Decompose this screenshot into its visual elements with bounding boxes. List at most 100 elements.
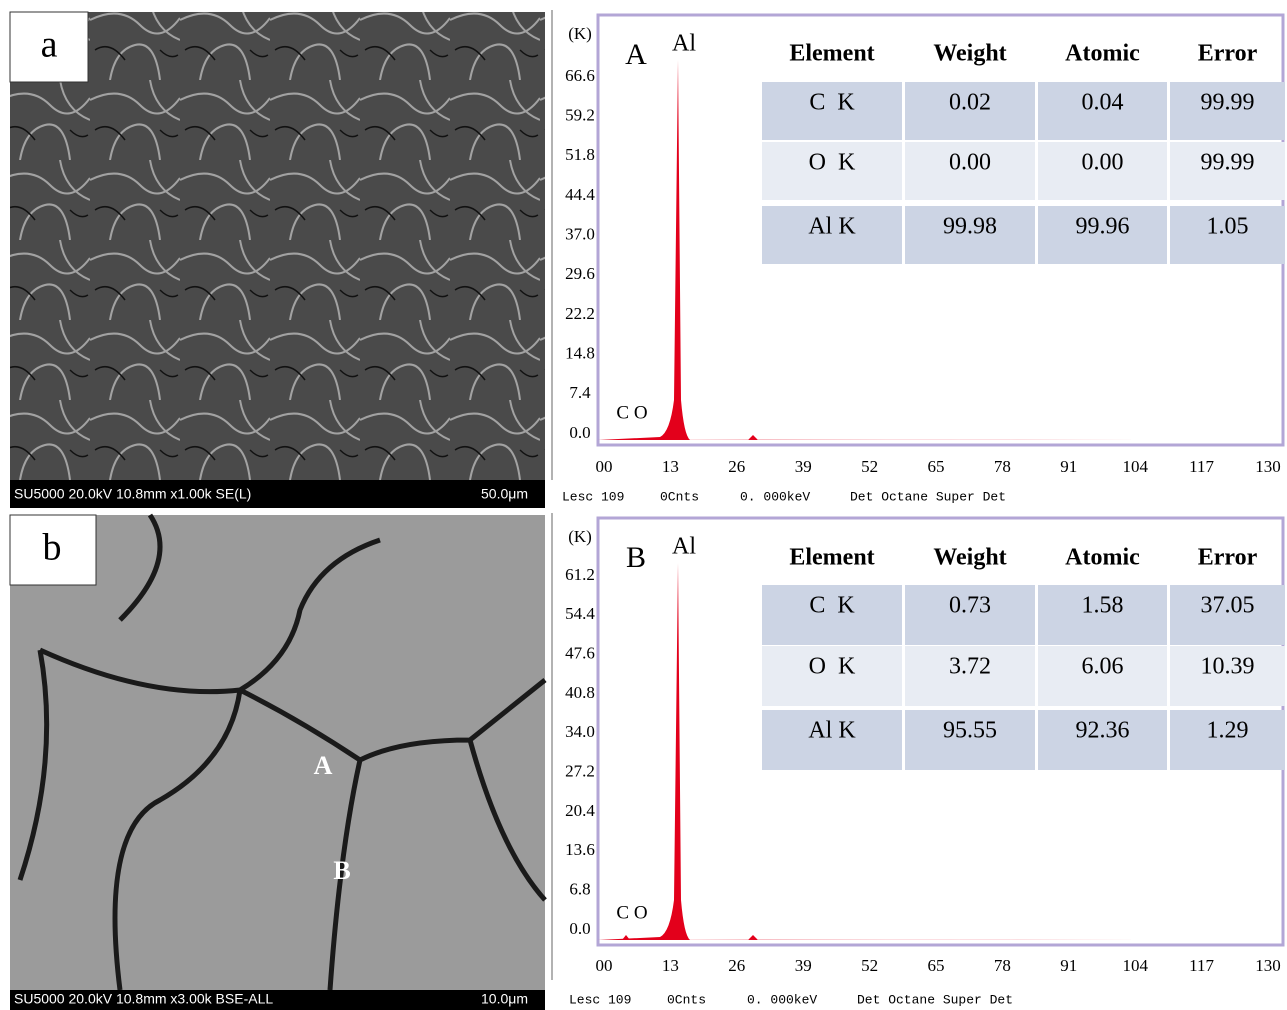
peak-label: Al [672,31,696,57]
y-tick-label: 54.4 [565,604,595,623]
table-header: Error [1198,545,1258,571]
y-tick-label: 44.4 [565,185,595,204]
figure: a SU5000 20.0kV 10.8mm x1.00k SE(L) 50.0… [0,0,1287,1010]
x-tick-label: 65 [928,956,945,975]
table-cell-text: 6.06 [1082,654,1124,680]
scale-label: 50.0μm [481,486,528,502]
x-tick-label: 13 [662,956,679,975]
peak-label: Al [672,534,696,560]
table-cell-text: 3.72 [949,654,991,680]
table-cell-text: 1.58 [1082,593,1124,619]
x-tick-label: 104 [1122,956,1148,975]
table-header: Element [789,545,874,571]
x-tick-label: 91 [1060,956,1077,975]
x-tick-label: 00 [596,457,613,476]
table-cell-text: 1.05 [1207,214,1249,240]
panel-label: a [41,24,58,66]
y-tick-label: 29.6 [565,264,595,283]
point-label: B [333,856,350,885]
y-tick-label: 13.6 [565,840,595,859]
spectrum-label: A [625,38,647,71]
table-header: Atomic [1065,545,1140,571]
spectrum-label: B [626,541,646,574]
footer-text: 0. 000keV [747,992,817,1007]
caption: SU5000 20.0kV 10.8mm x3.00k BSE-ALL [14,991,273,1007]
minor-peak-label: C O [616,402,647,423]
footer-text: 0Cnts [660,489,699,504]
x-tick-label: 52 [861,457,878,476]
y-tick-label: 37.0 [565,225,595,244]
y-tick-label: 6.8 [569,880,590,899]
footer-text: Lesc 109 [562,489,624,504]
y-tick-label: 34.0 [565,722,595,741]
table-cell-text: 0.02 [949,90,991,116]
footer-text: Det Octane Super Det [850,489,1006,504]
y-tick-label: 22.2 [565,304,595,323]
x-tick-label: 104 [1122,457,1148,476]
scale-label: 10.0μm [481,991,528,1007]
y-tick-label: 61.2 [565,565,595,584]
x-tick-label: 26 [728,457,745,476]
sem-image [10,515,545,990]
table-cell-text: 0.73 [949,593,991,619]
footer-text: Lesc 109 [569,992,631,1007]
table-cell-text: Al K [808,718,856,744]
table-cell-text: 0.00 [949,150,991,176]
table-cell-text: 1.29 [1207,718,1249,744]
table-cell-text: 99.96 [1076,214,1130,240]
table-cell-text: 99.98 [943,214,997,240]
table-cell-text: C K [809,593,855,619]
table-cell-text: Al K [808,214,856,240]
table-cell-text: 95.55 [943,718,997,744]
footer-text: 0Cnts [667,992,706,1007]
x-tick-label: 78 [994,956,1011,975]
table-header: Weight [933,545,1006,571]
x-tick-label: 78 [994,457,1011,476]
panel-label: b [43,527,62,569]
x-tick-label: 39 [795,956,812,975]
y-tick-label: 47.6 [565,644,595,663]
unit-label: (K) [568,24,592,43]
table-cell-text: 0.04 [1082,90,1124,116]
table-header: Atomic [1065,41,1140,67]
y-tick-label: 14.8 [565,344,595,363]
x-tick-label: 130 [1255,956,1281,975]
unit-label: (K) [568,527,592,546]
y-tick-label: 40.8 [565,683,595,702]
y-tick-label: 51.8 [565,145,595,164]
table-cell-text: C K [809,90,855,116]
table-cell-text: 37.05 [1201,593,1255,619]
point-label: A [314,751,333,780]
x-tick-label: 117 [1189,956,1214,975]
x-tick-label: 26 [728,956,745,975]
table-cell-text: O K [809,150,856,176]
x-tick-label: 00 [596,956,613,975]
footer-text: Det Octane Super Det [857,992,1013,1007]
y-tick-label: 0.0 [569,423,590,442]
table-header: Element [789,41,874,67]
y-tick-label: 66.6 [565,66,595,85]
x-tick-label: 130 [1255,457,1281,476]
x-tick-label: 91 [1060,457,1077,476]
table-cell-text: 10.39 [1201,654,1255,680]
table-cell-text: 99.99 [1201,150,1255,176]
y-tick-label: 0.0 [569,919,590,938]
x-tick-label: 39 [795,457,812,476]
table-cell-text: O K [809,654,856,680]
table-cell-text: 92.36 [1076,718,1130,744]
sem-image [10,12,545,480]
x-tick-label: 52 [861,956,878,975]
minor-peak-label: C O [616,902,647,923]
y-tick-label: 59.2 [565,106,595,125]
y-tick-label: 7.4 [569,383,591,402]
x-tick-label: 65 [928,457,945,476]
table-header: Error [1198,41,1258,67]
table-header: Weight [933,41,1006,67]
x-tick-label: 117 [1189,457,1214,476]
table-cell-text: 0.00 [1082,150,1124,176]
y-tick-label: 27.2 [565,762,595,781]
table-cell-text: 99.99 [1201,90,1255,116]
y-tick-label: 20.4 [565,801,595,820]
footer-text: 0. 000keV [740,489,810,504]
x-tick-label: 13 [662,457,679,476]
